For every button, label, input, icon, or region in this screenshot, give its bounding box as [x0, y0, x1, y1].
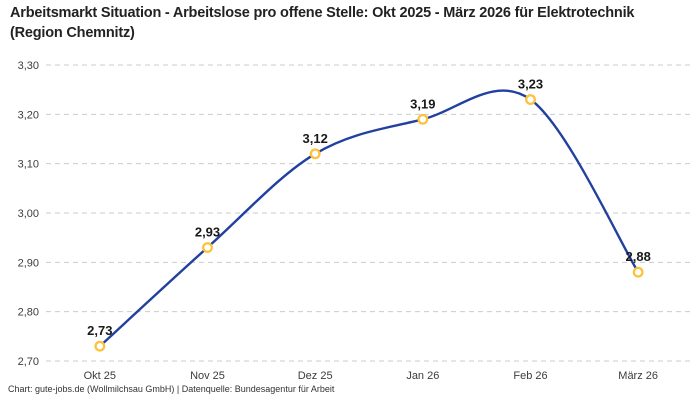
x-tick-label: Feb 26 [513, 370, 547, 382]
data-point-marker [309, 148, 321, 160]
x-tick-label: Dez 25 [298, 370, 333, 382]
y-tick-label: 3,30 [18, 60, 39, 72]
data-point-label: 3,19 [410, 96, 435, 111]
data-point-label: 3,23 [518, 77, 543, 92]
y-tick-label: 2,70 [18, 356, 39, 368]
data-point-marker [94, 340, 106, 352]
data-point-marker [417, 113, 429, 125]
y-tick-label: 3,20 [18, 109, 39, 121]
chart-source-attribution: Chart: gute-jobs.de (Wollmilchsau GmbH) … [8, 384, 335, 394]
x-tick-label: Okt 25 [84, 370, 116, 382]
data-point-marker [525, 94, 536, 105]
x-tick-label: Jan 26 [406, 370, 439, 382]
y-tick-label: 2,80 [18, 307, 39, 319]
x-tick-label: Nov 25 [190, 370, 225, 382]
data-point-label: 2,88 [626, 249, 651, 264]
data-point-label: 2,93 [195, 225, 220, 240]
data-point-marker [202, 242, 213, 253]
y-tick-label: 2,90 [18, 257, 39, 269]
y-tick-label: 3,10 [18, 159, 39, 171]
trend-line [98, 89, 640, 348]
data-point-label: 3,12 [303, 131, 328, 146]
data-point-marker [632, 266, 644, 278]
x-tick-label: März 26 [618, 370, 658, 382]
y-tick-label: 3,00 [18, 208, 39, 220]
data-point-label: 2,73 [87, 323, 112, 338]
chart-title: Arbeitsmarkt Situation - Arbeitslose pro… [10, 5, 635, 41]
